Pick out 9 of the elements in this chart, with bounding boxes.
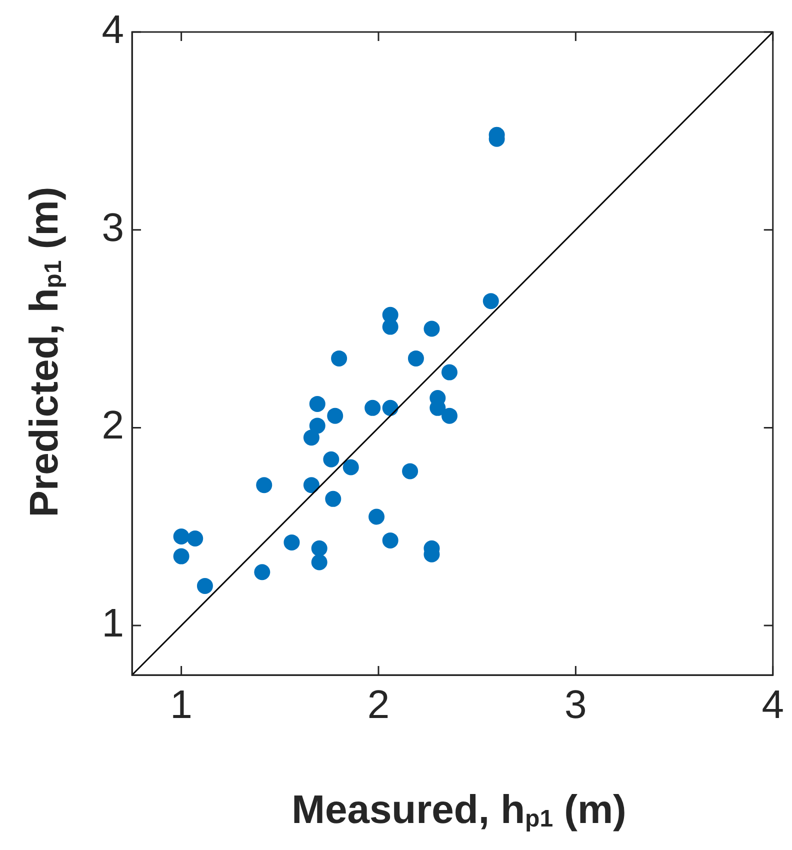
x-tick-label: 3 (564, 683, 587, 728)
x-tick-label: 1 (170, 683, 192, 728)
y-tick-label: 3 (102, 206, 124, 250)
x-axis-title: Measured, h$_{p1}$ (m) (292, 788, 626, 833)
x-tick-label: 4 (762, 683, 784, 728)
y-tick-label: 4 (102, 8, 124, 52)
x-tick-label: 2 (367, 683, 390, 728)
y-tick-label: 1 (102, 602, 124, 646)
y-tick-label: 2 (102, 404, 124, 448)
